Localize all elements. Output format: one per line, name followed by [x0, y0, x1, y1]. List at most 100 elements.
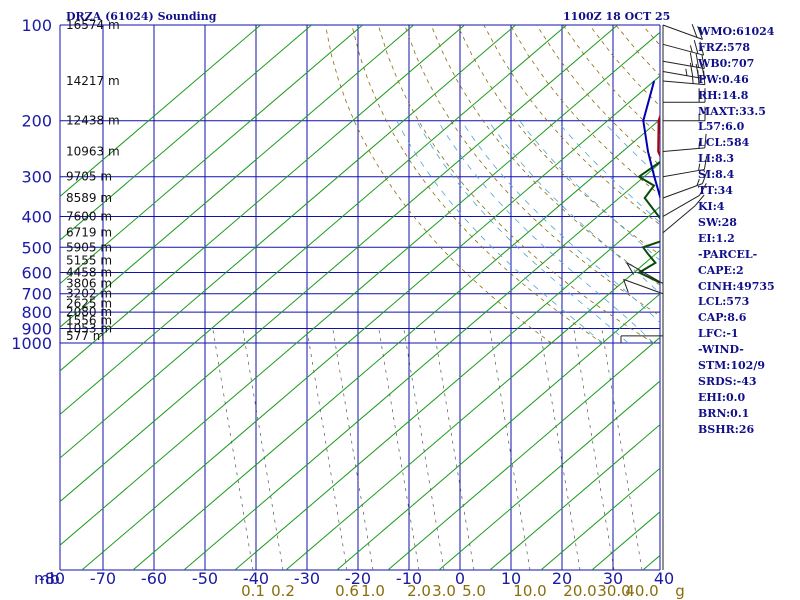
isotherm	[234, 206, 660, 570]
dry-adiabat	[536, 25, 660, 166]
temperature-tick-label: 10	[501, 569, 521, 588]
height-label: 16574 m	[66, 18, 120, 32]
height-label: 2080 m	[66, 305, 112, 319]
barb-staff	[626, 262, 664, 284]
barb-flag	[623, 279, 629, 293]
index-line: LI:8.3	[698, 152, 735, 166]
mixing-ratio-extra-label: g	[675, 582, 685, 600]
index-line: LCL:584	[698, 136, 750, 150]
index-line: -WIND-	[698, 343, 744, 357]
mixing-ratio-label: 5.0	[462, 582, 486, 600]
pressure-tick-label: 400	[21, 207, 52, 226]
mixing-ratio-label: 20.0	[563, 582, 596, 600]
barb-staff	[662, 195, 700, 217]
temperature-gridlines	[60, 25, 660, 570]
isotherm	[336, 293, 660, 570]
barb-staff	[662, 168, 705, 178]
mixing-ratio-label: 2.0	[407, 582, 431, 600]
index-line: SRDS:-43	[698, 374, 757, 388]
mixing-ratio-line	[601, 329, 643, 570]
temperature-axis: -80 -70 -60 -50 -40 -30 -20 -10 0 10 20 30 40	[39, 569, 674, 588]
chart-time: 1100Z 18 OCT 25	[563, 10, 670, 23]
barb-flag	[701, 170, 708, 184]
x-axis-unit: mb	[34, 569, 60, 588]
barb-flag	[691, 24, 698, 38]
barb-flag	[701, 54, 705, 69]
sounding-traces	[637, 80, 660, 284]
isotherm	[60, 25, 618, 503]
mixing-ratio-axis: 0.1 0.2 0.6 1.0 2.0 3.0 5.0 10.0 20.0 30.040.0 g	[241, 582, 685, 600]
temperature-tick-label: 20	[552, 569, 572, 588]
mixing-ratio-label: 30.0	[597, 582, 630, 600]
wind-barb	[663, 88, 706, 103]
barb-flag	[699, 41, 705, 56]
mixing-ratio-label: 0.1	[241, 582, 265, 600]
index-line: PW:0.46	[698, 72, 749, 86]
wind-barb	[662, 39, 705, 56]
index-line: WMO:61024	[698, 25, 775, 38]
mixing-ratio-label: 0.2	[271, 582, 295, 600]
isotherm	[81, 75, 660, 570]
mixing-ratio-lines	[212, 329, 643, 570]
height-label: 1556 m	[66, 314, 112, 328]
pressure-tick-label: 700	[21, 285, 52, 304]
height-label: 2625 m	[66, 296, 112, 310]
index-line: EHI:0.0	[698, 390, 746, 404]
dry-adiabats	[325, 25, 660, 344]
mixing-ratio-line	[378, 329, 420, 570]
index-line: BRN:0.1	[698, 406, 750, 420]
dry-adiabat	[457, 25, 660, 256]
barb-staff	[662, 183, 703, 199]
wind-barb	[662, 133, 707, 153]
temperature-tick-label: -80	[39, 569, 65, 588]
isotherm	[60, 25, 363, 285]
isotherm	[60, 25, 567, 459]
wind-barb	[662, 170, 708, 199]
barb-flag	[697, 26, 703, 40]
wind-barb	[626, 262, 664, 284]
mixing-ratio-label: 3.0	[432, 582, 456, 600]
dry-adiabat	[404, 25, 660, 317]
height-label: 577 m	[66, 329, 104, 343]
barb-flag	[694, 194, 705, 207]
barb-flag	[696, 178, 700, 186]
wind-barb	[663, 106, 706, 122]
index-line: LFC:-1	[698, 327, 739, 341]
mixing-ratio-line	[539, 329, 581, 570]
height-label: 3806 m	[66, 277, 112, 291]
isotherm	[438, 380, 660, 570]
pressure-tick-label: 300	[21, 168, 52, 187]
isotherm	[60, 25, 414, 328]
dry-adiabat	[325, 25, 552, 344]
barb-flag	[689, 52, 694, 67]
wind-barb	[662, 24, 703, 40]
pressure-tick-label: 100	[21, 16, 52, 35]
height-label: 3202 m	[66, 287, 112, 301]
index-line: SI:8.4	[698, 168, 735, 182]
pressure-tick-label: 500	[21, 238, 52, 257]
mixing-ratio-line	[433, 329, 475, 570]
wind-barb	[623, 278, 664, 295]
pressure-gridlines	[59, 24, 661, 571]
wind-barb	[662, 183, 707, 217]
mixing-ratio-line	[212, 329, 254, 570]
barb-flag	[685, 68, 688, 76]
height-label: 1053 m	[66, 321, 112, 335]
dry-adiabat	[430, 25, 660, 286]
temperature-tick-label: 40	[654, 569, 674, 588]
isotherm	[60, 25, 312, 241]
index-line: -PARCEL-	[698, 247, 758, 261]
trace-3	[642, 80, 660, 201]
mixing-ratio-line	[332, 329, 374, 570]
index-line: CINH:49735	[698, 279, 775, 293]
moist-adiabat	[488, 120, 660, 294]
mixing-ratio-line	[489, 329, 531, 570]
barb-flag	[695, 53, 700, 68]
mixing-ratio-line	[306, 329, 348, 570]
mixing-ratio-label: 40.0	[625, 582, 658, 600]
barb-flag	[703, 155, 708, 170]
barb-staff	[662, 80, 705, 86]
barb-flag	[689, 45, 693, 53]
barb-staff	[623, 278, 664, 295]
height-label: 4458 m	[66, 265, 112, 279]
